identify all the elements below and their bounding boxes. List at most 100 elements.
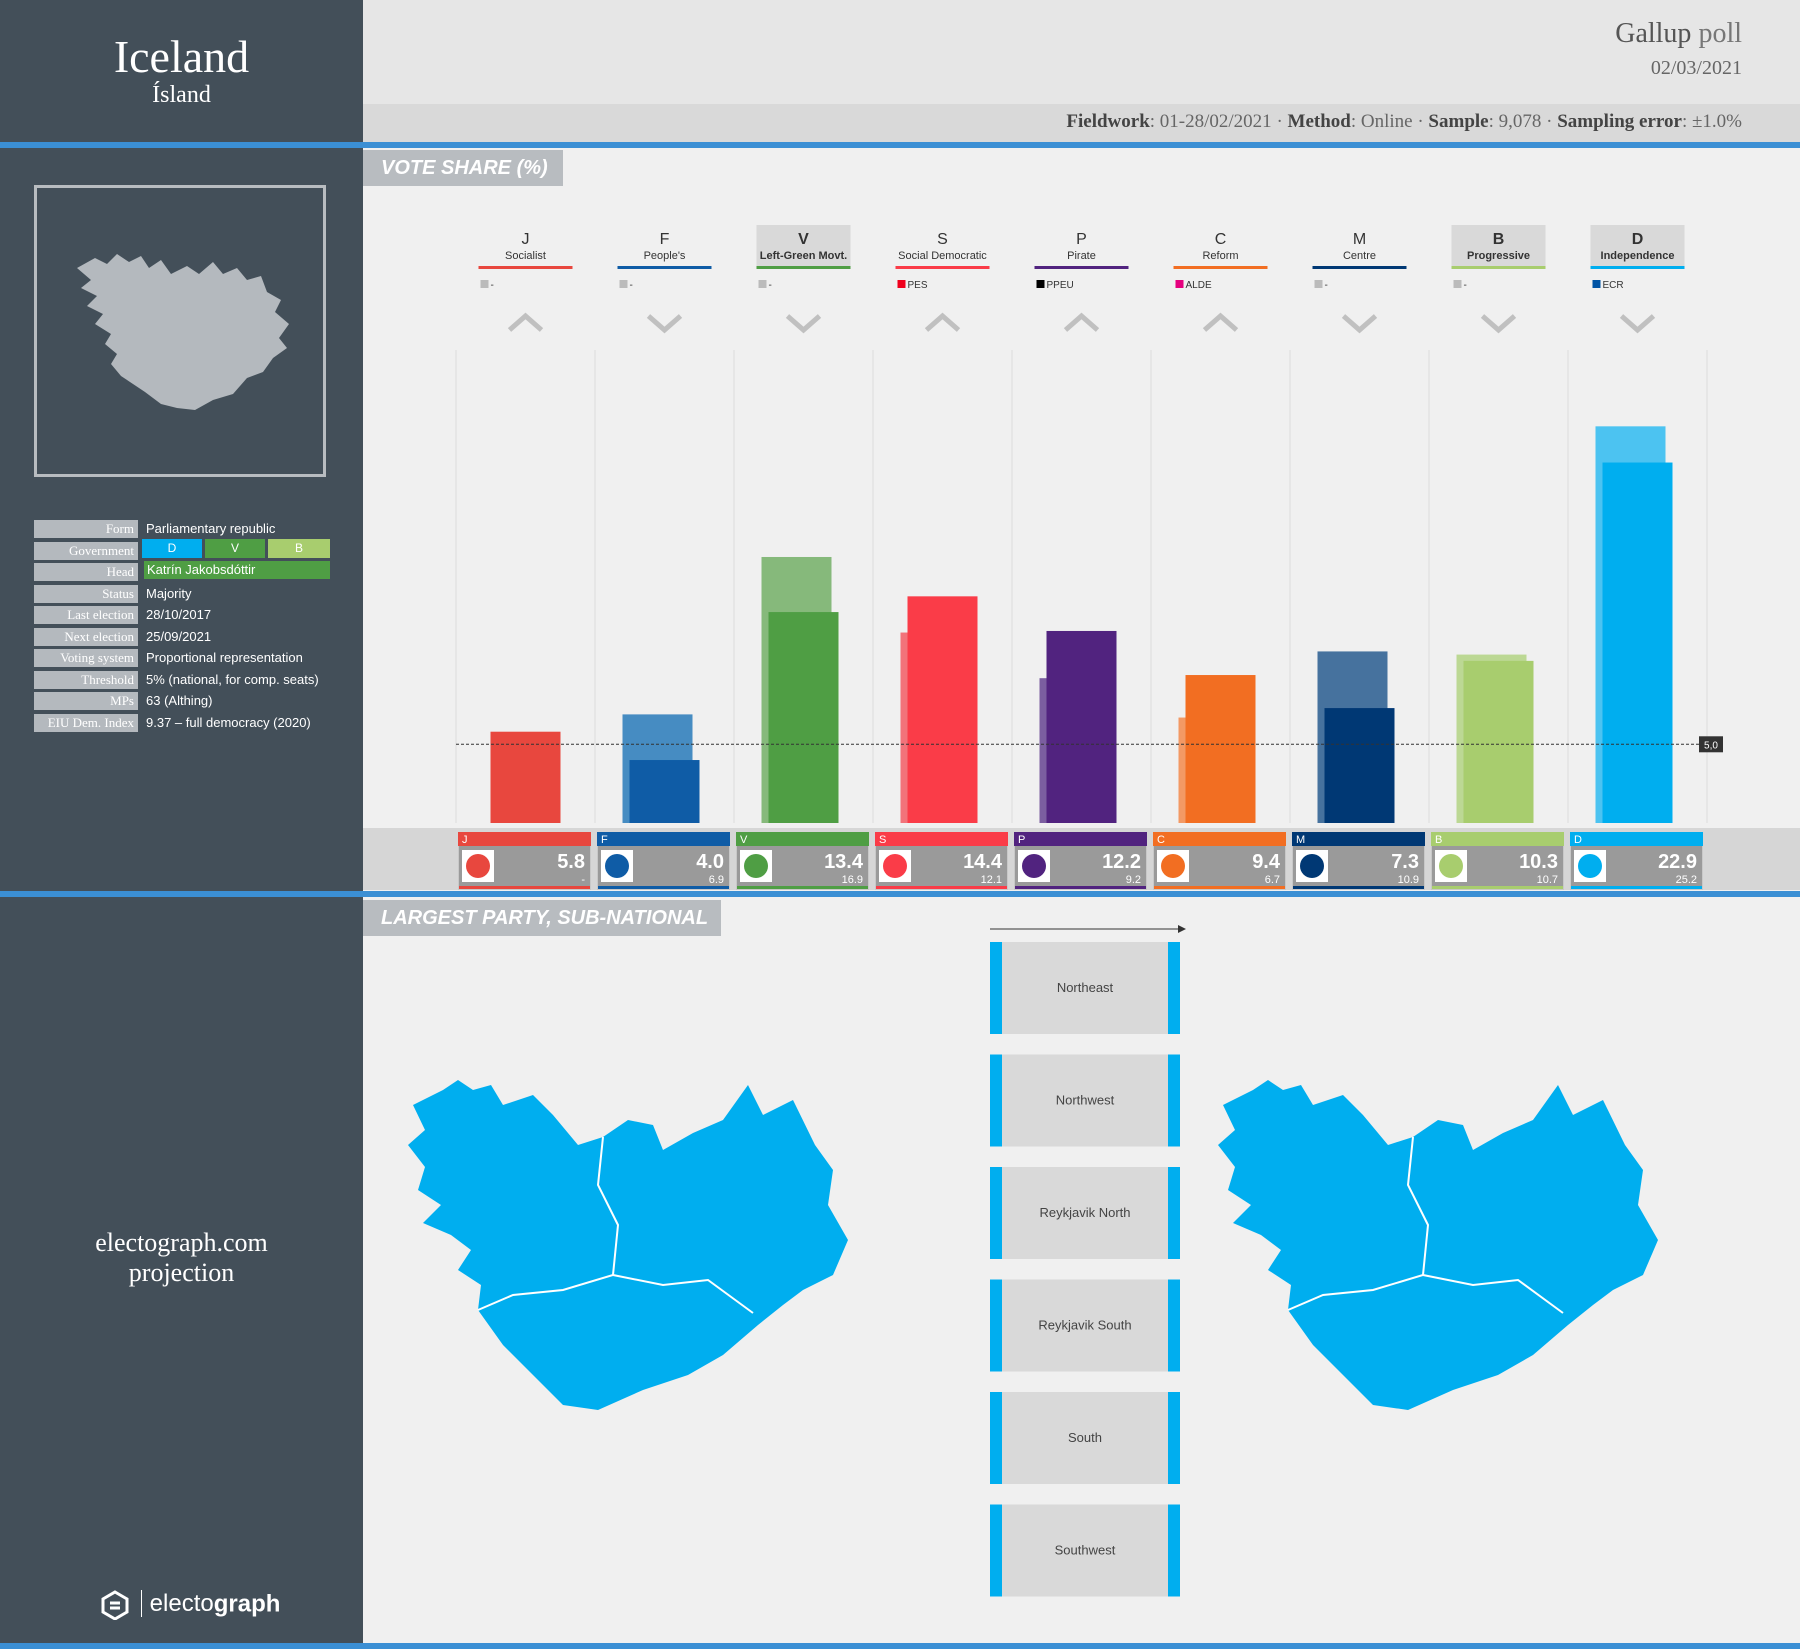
legend-arrow-icon xyxy=(1178,925,1186,933)
previous-value: 9.2 xyxy=(1126,874,1141,886)
previous-value: 10.9 xyxy=(1398,874,1419,886)
region-box: Reykjavik South xyxy=(990,1279,1180,1372)
result-card: J 5.8- xyxy=(458,832,591,890)
group-swatch xyxy=(619,280,628,288)
result-card: V 13.416.9 xyxy=(736,832,869,890)
info-label-7: Threshold xyxy=(34,670,138,689)
info-label-4: Last election xyxy=(34,606,138,624)
party-code: F xyxy=(660,231,670,248)
vote-value: 4.0 xyxy=(696,851,724,873)
trend-up-icon xyxy=(924,312,961,332)
pollster: Gallup poll xyxy=(1615,18,1742,50)
group-swatch xyxy=(758,280,767,288)
party-name: Reform xyxy=(1202,250,1238,262)
card-code: C xyxy=(1157,834,1165,846)
brand-bold: graph xyxy=(213,1590,281,1618)
info-label-1: Government xyxy=(34,541,138,560)
europarty-group: PPEU xyxy=(1047,280,1074,291)
region-border-left-2 xyxy=(612,1274,754,1314)
trend-down-icon xyxy=(1619,314,1656,334)
party-code: V xyxy=(798,231,809,248)
sample-value: 9,078 xyxy=(1498,111,1542,132)
party-column-s: S Social Democratic PES S 14.412.1 xyxy=(875,231,1008,890)
bar-current xyxy=(768,612,839,823)
logo-star-icon xyxy=(466,854,490,878)
bar-current xyxy=(1185,675,1256,823)
party-color-line xyxy=(617,266,712,269)
sampling-error-value: ±1.0% xyxy=(1691,111,1742,132)
region-left-swatch xyxy=(990,1167,1002,1259)
info-value-8: 63 (Althing) xyxy=(146,693,213,708)
bar-current xyxy=(1324,708,1395,823)
bar-current xyxy=(490,731,561,823)
sub-national-maps: Northeast Northwest Reykjavik North Reykjav… xyxy=(408,925,1658,1597)
card-footer xyxy=(459,886,590,889)
party-color-line xyxy=(1034,266,1129,269)
card-footer xyxy=(1154,886,1285,889)
projection-label: projection xyxy=(128,1258,235,1287)
card-footer xyxy=(737,886,868,889)
party-code: S xyxy=(937,231,948,248)
party-name: People's xyxy=(644,250,686,262)
previous-value: 6.7 xyxy=(1265,874,1280,886)
info-value-9: 9.37 – full democracy (2020) xyxy=(146,714,311,730)
card-header xyxy=(736,832,869,846)
region-box-bg xyxy=(990,1504,1180,1597)
vote-value: 9.4 xyxy=(1252,851,1281,873)
region-left-swatch xyxy=(990,1054,1002,1147)
region-right-swatch xyxy=(1168,1054,1180,1147)
result-card: B 10.310.7 xyxy=(1431,832,1564,890)
region-box-bg xyxy=(990,1167,1180,1259)
card-footer xyxy=(1293,886,1424,889)
region-box: Southwest xyxy=(990,1504,1180,1597)
party-color-line xyxy=(1173,266,1268,269)
region-box-bg xyxy=(990,1279,1180,1372)
head-of-government: Katrín Jakobsdóttir xyxy=(144,561,330,579)
region-right-swatch xyxy=(1168,1504,1180,1597)
group-swatch xyxy=(1175,280,1184,288)
info-label-0: Form xyxy=(34,520,138,538)
divider-bottom xyxy=(0,1643,1800,1649)
vote-value: 13.4 xyxy=(824,851,864,873)
result-card: P 12.29.2 xyxy=(1014,832,1147,890)
result-card: D 22.925.2 xyxy=(1570,832,1703,890)
card-header xyxy=(1570,832,1703,846)
country-native-name: Ísland xyxy=(152,82,211,108)
party-color-line xyxy=(1312,266,1407,269)
bar-current xyxy=(1602,462,1673,823)
party-name: Independence xyxy=(1601,250,1675,262)
info-label-8: MPs xyxy=(34,692,138,710)
country-map-frame xyxy=(34,185,326,477)
logo-v-icon xyxy=(744,854,768,878)
section-vote-share: VOTE SHARE (%) xyxy=(363,150,563,186)
party-code: B xyxy=(1493,231,1505,248)
iceland-silhouette-icon xyxy=(77,254,289,410)
card-header xyxy=(1292,832,1425,846)
party-column-b: B Progressive - B 10.310.7 xyxy=(1431,225,1564,890)
region-right-swatch xyxy=(1168,1392,1180,1484)
logo-xs-icon xyxy=(883,854,907,878)
vote-value: 5.8 xyxy=(557,851,585,873)
info-value-3: Majority xyxy=(146,585,192,601)
sample-label: Sample xyxy=(1428,111,1489,132)
party-name: Socialist xyxy=(505,250,546,262)
previous-value: 16.9 xyxy=(842,874,863,886)
region-box: Reykjavik North xyxy=(990,1167,1180,1259)
projection-note: electograph.com projection xyxy=(0,1228,363,1288)
projection-site: electograph.com xyxy=(95,1228,268,1257)
party-column-f: F People's - F 4.06.9 xyxy=(597,231,730,890)
pollster-name: Gallup xyxy=(1615,18,1692,49)
logo-p-icon xyxy=(1022,854,1046,878)
card-footer xyxy=(1432,886,1563,889)
gov-highlight xyxy=(1451,225,1546,267)
region-left-swatch xyxy=(990,1279,1002,1372)
info-label-3: Status xyxy=(34,584,138,603)
logo-c-icon xyxy=(1161,854,1185,878)
result-card: M 7.310.9 xyxy=(1292,832,1425,890)
region-left-swatch xyxy=(990,942,1002,1034)
country-title: Iceland xyxy=(113,31,250,82)
bar-current xyxy=(1463,660,1534,823)
electograph-logo-icon xyxy=(101,1590,129,1621)
brand-light: electo xyxy=(140,1590,214,1618)
